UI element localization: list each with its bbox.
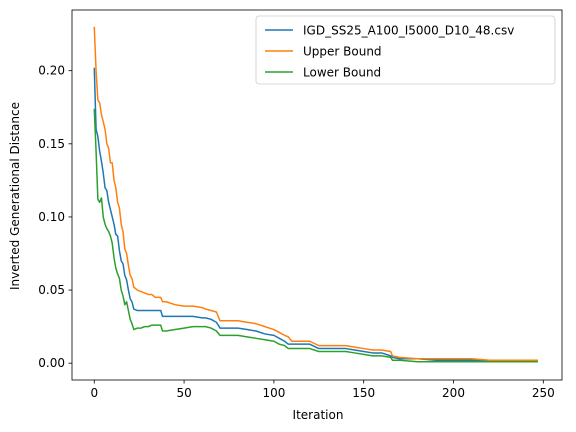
plot-area — [93, 26, 538, 363]
series-line-2 — [93, 26, 538, 362]
x-axis-title: Iteration — [293, 408, 344, 422]
x-tick-label: 100 — [262, 386, 285, 400]
series-line-3 — [93, 108, 538, 363]
x-tick-label: 200 — [442, 386, 465, 400]
legend: IGD_SS25_A100_I5000_D10_48.csv Upper Boun… — [255, 15, 556, 85]
y-tick-label: 0.05 — [38, 283, 65, 297]
x-tick-label: 0 — [90, 386, 98, 400]
y-tick-label: 0.20 — [38, 64, 65, 78]
legend-label-1: IGD_SS25_A100_I5000_D10_48.csv — [303, 24, 514, 38]
y-tick-label: 0.00 — [38, 356, 65, 370]
y-axis-title: Inverted Generational Distance — [8, 102, 22, 290]
y-tick-label: 0.10 — [38, 210, 65, 224]
legend-label-3: Lower Bound — [303, 66, 381, 80]
x-tick-label: 50 — [176, 386, 191, 400]
x-tick-label: 250 — [532, 386, 555, 400]
axes: 0 50 100 150 200 250 0.00 0.05 0.10 0.15 0.20 — [38, 9, 563, 400]
y-tick-label: 0.15 — [38, 137, 65, 151]
x-tick-label: 150 — [352, 386, 375, 400]
legend-label-2: Upper Bound — [303, 45, 382, 59]
series-line-1 — [93, 67, 538, 362]
plot-frame — [71, 9, 563, 381]
legend-frame — [255, 15, 556, 85]
